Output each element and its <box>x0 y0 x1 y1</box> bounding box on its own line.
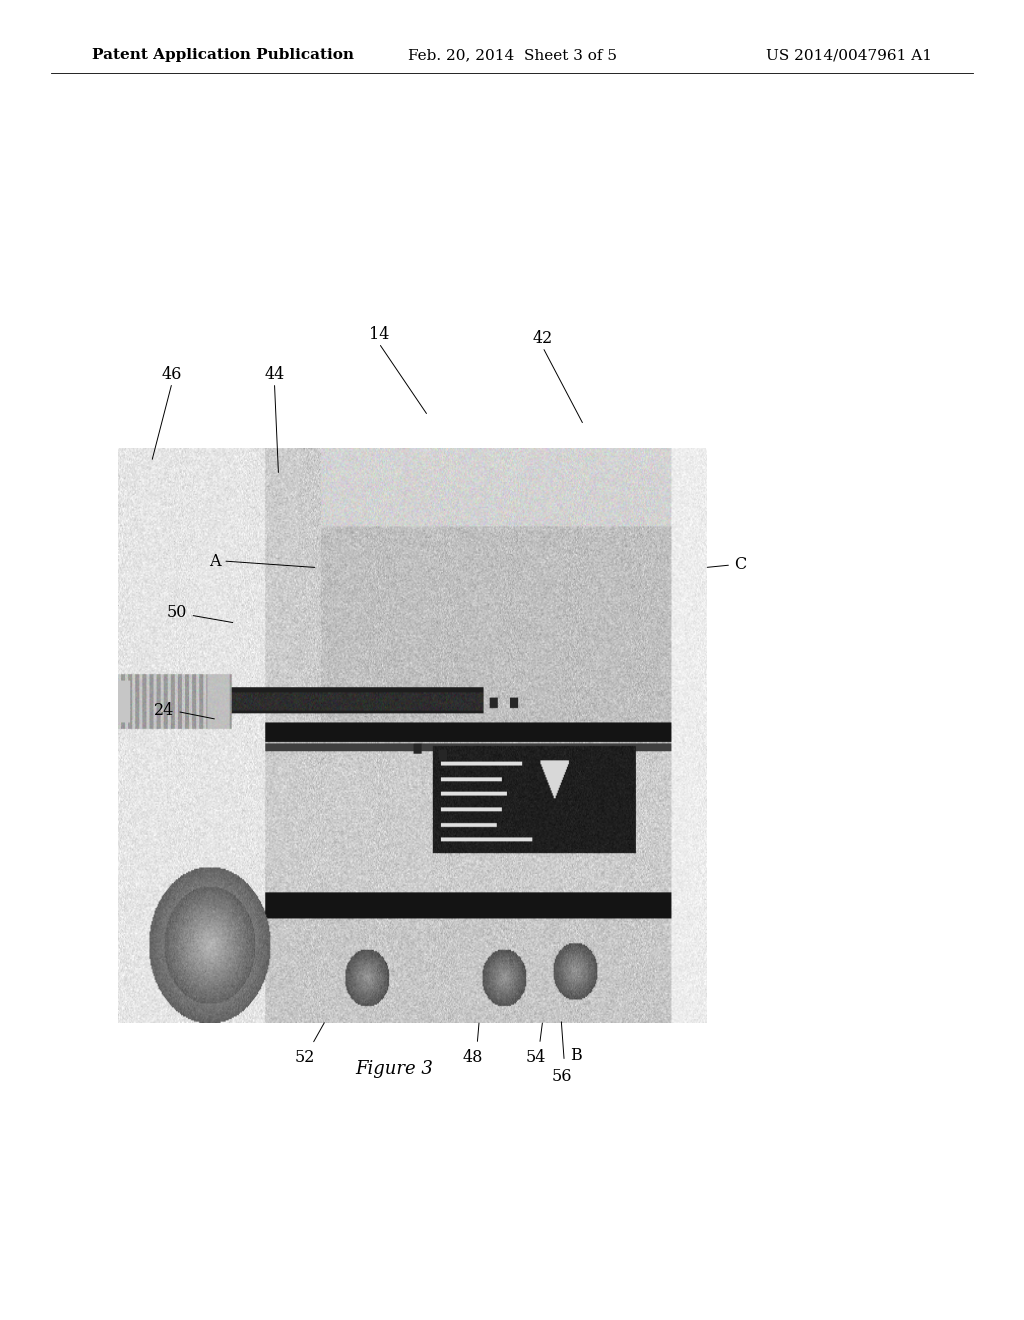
Text: Patent Application Publication: Patent Application Publication <box>92 49 354 62</box>
Text: A: A <box>209 553 220 569</box>
Text: 44: 44 <box>264 366 285 383</box>
Text: B: B <box>569 1047 582 1064</box>
Text: Feb. 20, 2014  Sheet 3 of 5: Feb. 20, 2014 Sheet 3 of 5 <box>408 49 616 62</box>
Text: 42: 42 <box>532 330 553 347</box>
Text: 52: 52 <box>295 1049 315 1067</box>
Text: 50: 50 <box>167 605 187 620</box>
Text: 56: 56 <box>552 1068 572 1085</box>
Text: C: C <box>734 557 746 573</box>
Text: 46: 46 <box>162 366 182 383</box>
Text: 48: 48 <box>463 1049 483 1067</box>
Text: 24: 24 <box>154 702 174 718</box>
Text: Figure 3: Figure 3 <box>355 1060 433 1078</box>
Text: 14: 14 <box>369 326 389 343</box>
Text: 54: 54 <box>525 1049 546 1067</box>
Text: US 2014/0047961 A1: US 2014/0047961 A1 <box>766 49 932 62</box>
